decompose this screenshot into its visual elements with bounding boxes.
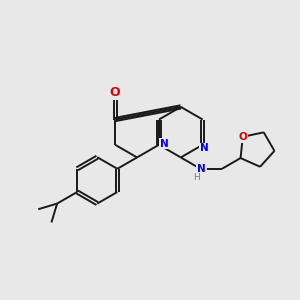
Text: H: H bbox=[194, 172, 200, 182]
Text: N: N bbox=[200, 143, 208, 153]
Text: N: N bbox=[160, 139, 169, 148]
Text: O: O bbox=[238, 132, 247, 142]
Text: N: N bbox=[197, 164, 206, 174]
Text: O: O bbox=[110, 86, 121, 99]
